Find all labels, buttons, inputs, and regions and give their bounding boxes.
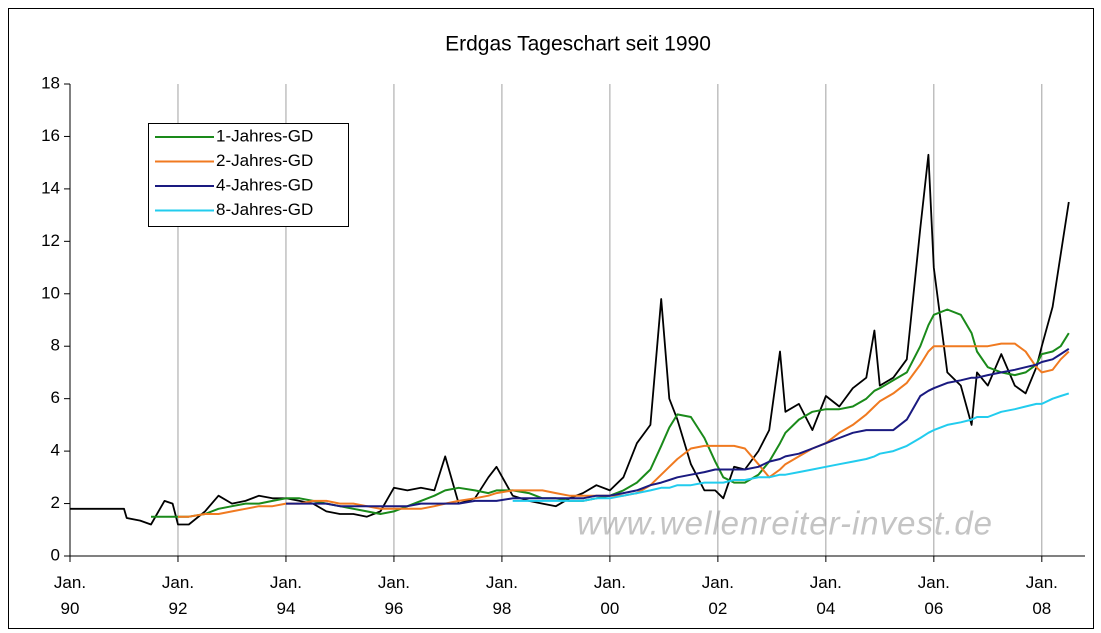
x-tick-label-part: Jan. [54, 573, 86, 592]
x-tick-label: Jan. 94 [270, 573, 302, 618]
x-tick-label: Jan. 90 [54, 573, 86, 618]
x-tick-label: Jan. 96 [378, 573, 410, 618]
legend-label: 1-Jahres-GD [216, 126, 313, 145]
x-tick-label-part: 02 [708, 599, 727, 618]
chart-title: Erdgas Tageschart seit 1990 [445, 33, 711, 56]
x-tick-label: Jan. 92 [162, 573, 194, 618]
x-tick-label: Jan. 08 [1026, 573, 1058, 618]
x-tick-label-part: 98 [492, 599, 511, 618]
series-line [178, 342, 1070, 518]
x-tick-label-part: Jan. [378, 573, 410, 592]
y-tick-label: 8 [51, 336, 60, 355]
x-tick-label-part: 94 [276, 599, 295, 618]
x-tick-label: Jan. 02 [702, 573, 734, 618]
y-tick-label: 14 [41, 178, 60, 197]
watermark: www.wellenreiter-invest.de [577, 505, 993, 542]
y-tick-label: 4 [51, 441, 60, 460]
x-tick-label-part: 90 [61, 599, 80, 618]
x-tick-label-part: Jan. [162, 573, 194, 592]
x-tick-label-part: 06 [924, 599, 943, 618]
x-tick-label-part: Jan. [810, 573, 842, 592]
x-tick-label-part: 92 [169, 599, 188, 618]
y-tick-label: 18 [41, 73, 60, 92]
series-line [512, 392, 1070, 502]
x-tick-label: Jan. 06 [918, 573, 950, 618]
legend-label: 8-Jahres-GD [216, 200, 313, 219]
x-tick-label-part: Jan. [1026, 573, 1058, 592]
y-tick-label: 12 [41, 231, 60, 250]
x-tick-label: Jan. 00 [594, 573, 626, 618]
y-tick-label: 0 [51, 545, 60, 564]
y-tick-label: 2 [51, 493, 60, 512]
x-tick-label-part: Jan. [702, 573, 734, 592]
y-tick-label: 16 [41, 126, 60, 145]
x-tick-label-part: 00 [600, 599, 619, 618]
x-tick-label-part: Jan. [270, 573, 302, 592]
x-tick-label: Jan. 98 [486, 573, 518, 618]
series-line [286, 347, 1070, 508]
x-tick-label: Jan. 04 [810, 573, 842, 618]
x-tick-label-part: Jan. [918, 573, 950, 592]
x-tick-label-part: Jan. [594, 573, 626, 592]
x-tick-label-part: 08 [1032, 599, 1051, 618]
legend-label: 2-Jahres-GD [216, 151, 313, 170]
y-tick-label: 6 [51, 388, 60, 407]
legend-box [148, 123, 349, 227]
x-tick-label-part: Jan. [486, 573, 518, 592]
series-line [70, 153, 1070, 526]
x-tick-label-part: 04 [816, 599, 835, 618]
legend-label: 4-Jahres-GD [216, 175, 313, 194]
x-tick-label-part: 96 [384, 599, 403, 618]
y-tick-label: 10 [41, 283, 60, 302]
